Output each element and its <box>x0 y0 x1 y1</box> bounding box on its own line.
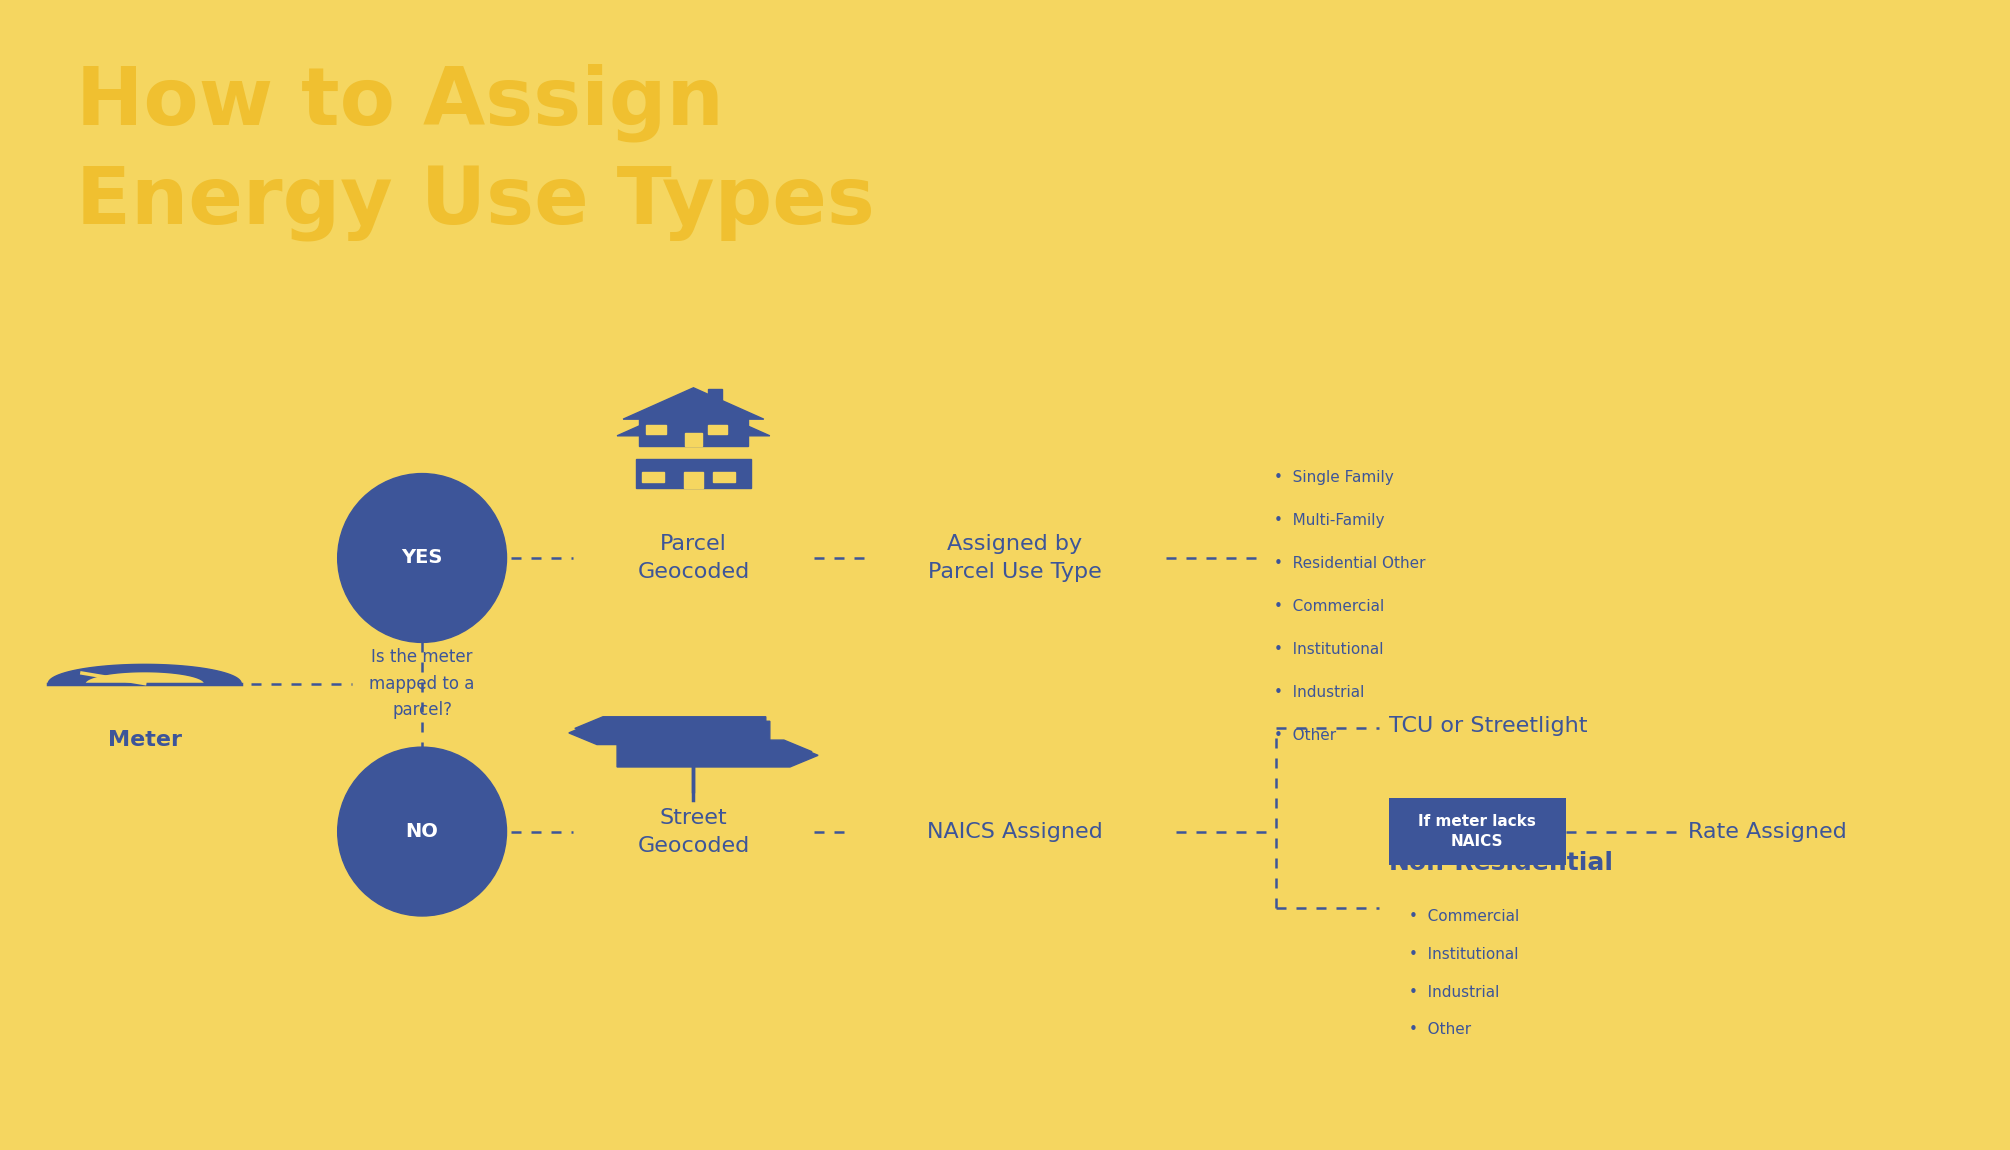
Bar <box>645 426 665 434</box>
Polygon shape <box>623 388 764 419</box>
Text: •  Institutional: • Institutional <box>1274 642 1383 657</box>
Bar <box>714 473 736 482</box>
Polygon shape <box>575 716 766 741</box>
Bar <box>641 473 665 482</box>
Ellipse shape <box>338 748 507 917</box>
Text: •  Other: • Other <box>1409 1022 1471 1037</box>
Bar <box>708 390 722 405</box>
Text: Meter: Meter <box>109 730 181 750</box>
Text: •  Multi-Family: • Multi-Family <box>1274 513 1385 528</box>
Bar <box>683 473 704 488</box>
Text: NO: NO <box>406 822 438 841</box>
Ellipse shape <box>338 474 507 643</box>
Text: Street
Geocoded: Street Geocoded <box>637 807 750 856</box>
Text: Is the meter
mapped to a
parcel?: Is the meter mapped to a parcel? <box>370 649 474 719</box>
Text: •  Institutional: • Institutional <box>1409 946 1518 961</box>
Text: Rate Assigned: Rate Assigned <box>1688 821 1847 842</box>
Text: •  Industrial: • Industrial <box>1409 984 1499 999</box>
Text: How to Assign: How to Assign <box>76 63 724 141</box>
Polygon shape <box>617 401 770 436</box>
Text: Assigned by
Parcel Use Type: Assigned by Parcel Use Type <box>929 534 1101 582</box>
Bar <box>710 405 728 422</box>
Text: NAICS Assigned: NAICS Assigned <box>927 821 1103 842</box>
Text: Energy Use Types: Energy Use Types <box>76 164 874 243</box>
Text: YES: YES <box>402 549 442 567</box>
Text: •  Commercial: • Commercial <box>1409 910 1520 925</box>
Polygon shape <box>617 744 818 767</box>
Text: TCU or Streetlight: TCU or Streetlight <box>1389 715 1588 736</box>
Bar <box>639 419 748 446</box>
Bar <box>685 432 701 446</box>
Bar <box>635 459 752 488</box>
Polygon shape <box>48 665 241 683</box>
Text: •  Other: • Other <box>1274 728 1337 743</box>
FancyBboxPatch shape <box>1389 798 1566 865</box>
Bar <box>708 426 728 434</box>
Text: •  Single Family: • Single Family <box>1274 469 1395 485</box>
Text: Parcel
Geocoded: Parcel Geocoded <box>637 534 750 582</box>
Text: •  Residential Other: • Residential Other <box>1274 555 1425 570</box>
Text: •  Commercial: • Commercial <box>1274 599 1385 614</box>
Text: •  Industrial: • Industrial <box>1274 685 1365 700</box>
Text: If meter lacks
NAICS: If meter lacks NAICS <box>1419 814 1536 849</box>
Polygon shape <box>569 721 770 744</box>
Text: Non-Residential: Non-Residential <box>1389 851 1614 875</box>
Polygon shape <box>621 741 812 764</box>
